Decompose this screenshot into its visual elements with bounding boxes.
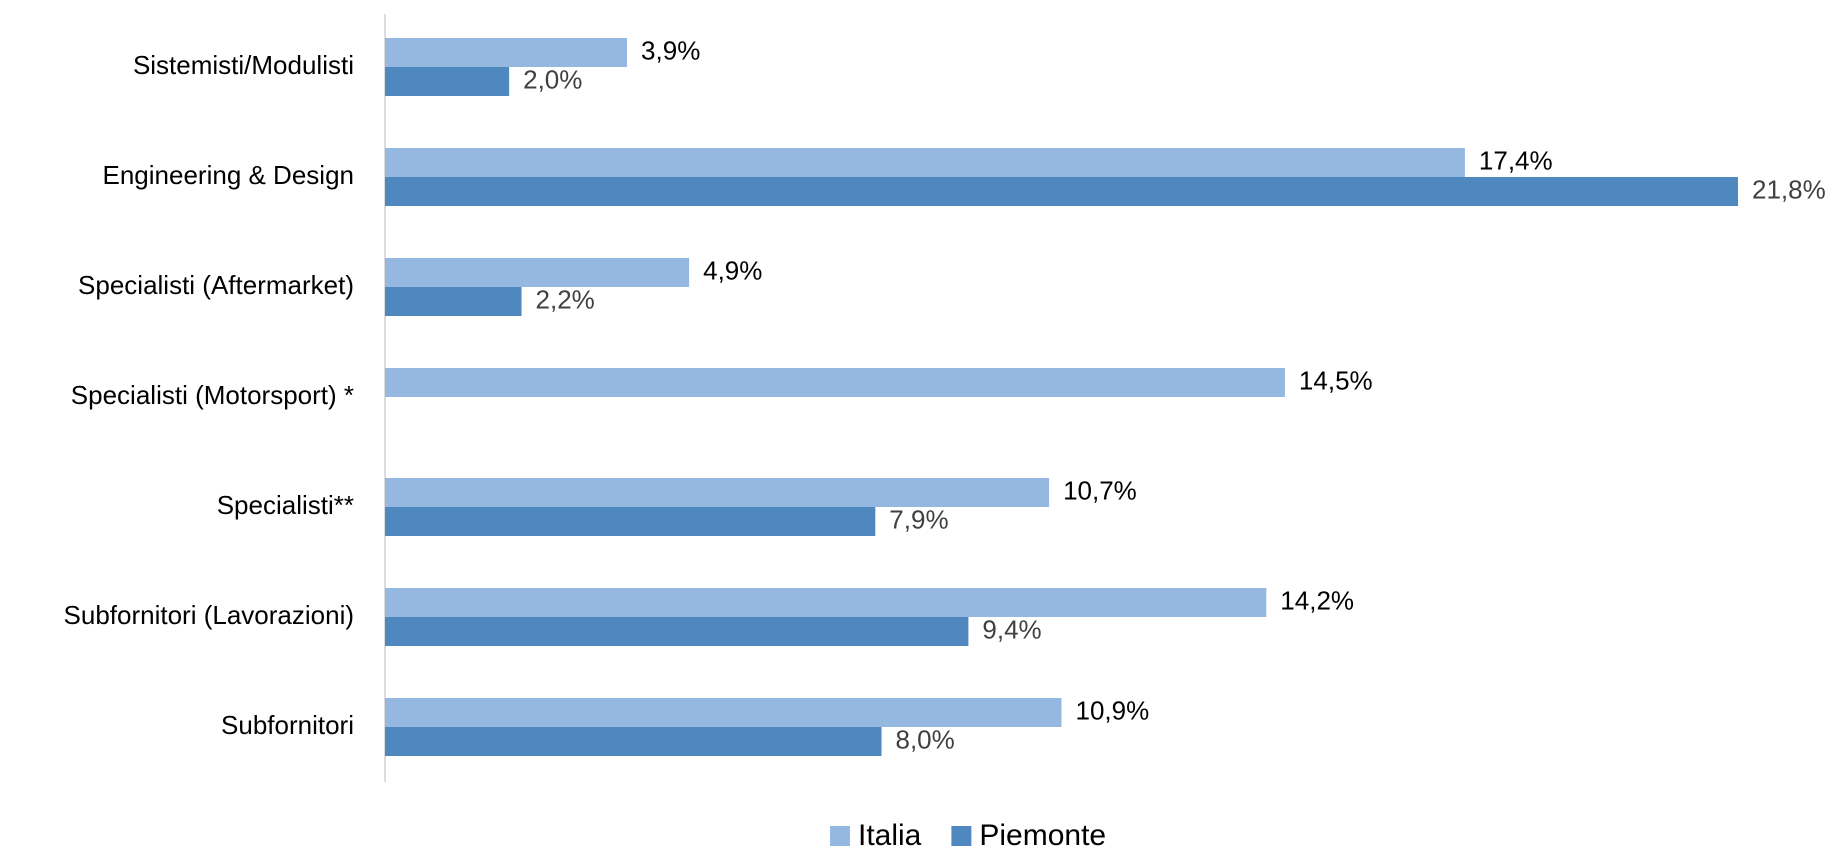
bar — [385, 177, 1738, 206]
category-label: Specialisti (Aftermarket) — [78, 270, 354, 300]
value-label: 8,0% — [896, 724, 955, 754]
category-label: Sistemisti/Modulisti — [133, 50, 354, 80]
legend-label: Piemonte — [979, 819, 1106, 851]
bar — [385, 148, 1465, 177]
value-label: 4,9% — [703, 255, 762, 285]
bar — [385, 287, 522, 316]
category-label: Specialisti** — [217, 490, 354, 520]
value-label: 10,7% — [1063, 475, 1137, 505]
value-label: 17,4% — [1479, 145, 1553, 175]
value-label: 14,2% — [1280, 585, 1354, 615]
bar — [385, 368, 1285, 397]
bar — [385, 698, 1062, 727]
bar — [385, 507, 876, 536]
category-label: Engineering & Design — [103, 160, 355, 190]
legend-swatch — [830, 826, 850, 846]
legend-swatch — [951, 826, 972, 846]
value-label: 10,9% — [1076, 695, 1150, 725]
bar — [385, 727, 882, 756]
value-label: 3,9% — [641, 35, 700, 65]
bar — [385, 617, 969, 646]
bar — [385, 258, 690, 287]
category-label: Subfornitori (Lavorazioni) — [64, 600, 354, 630]
bar — [385, 67, 510, 96]
category-label: Specialisti (Motorsport) * — [71, 380, 354, 410]
value-label: 2,0% — [523, 64, 582, 94]
value-label: 9,4% — [982, 614, 1041, 644]
bar — [385, 38, 628, 67]
bar — [385, 588, 1267, 617]
legend-label: Italia — [858, 819, 922, 851]
value-label: 14,5% — [1299, 365, 1373, 395]
value-label: 2,2% — [536, 284, 595, 314]
value-label: 7,9% — [889, 504, 948, 534]
category-label: Subfornitori — [221, 710, 354, 740]
value-label: 21,8% — [1752, 174, 1826, 204]
bar — [385, 478, 1050, 507]
